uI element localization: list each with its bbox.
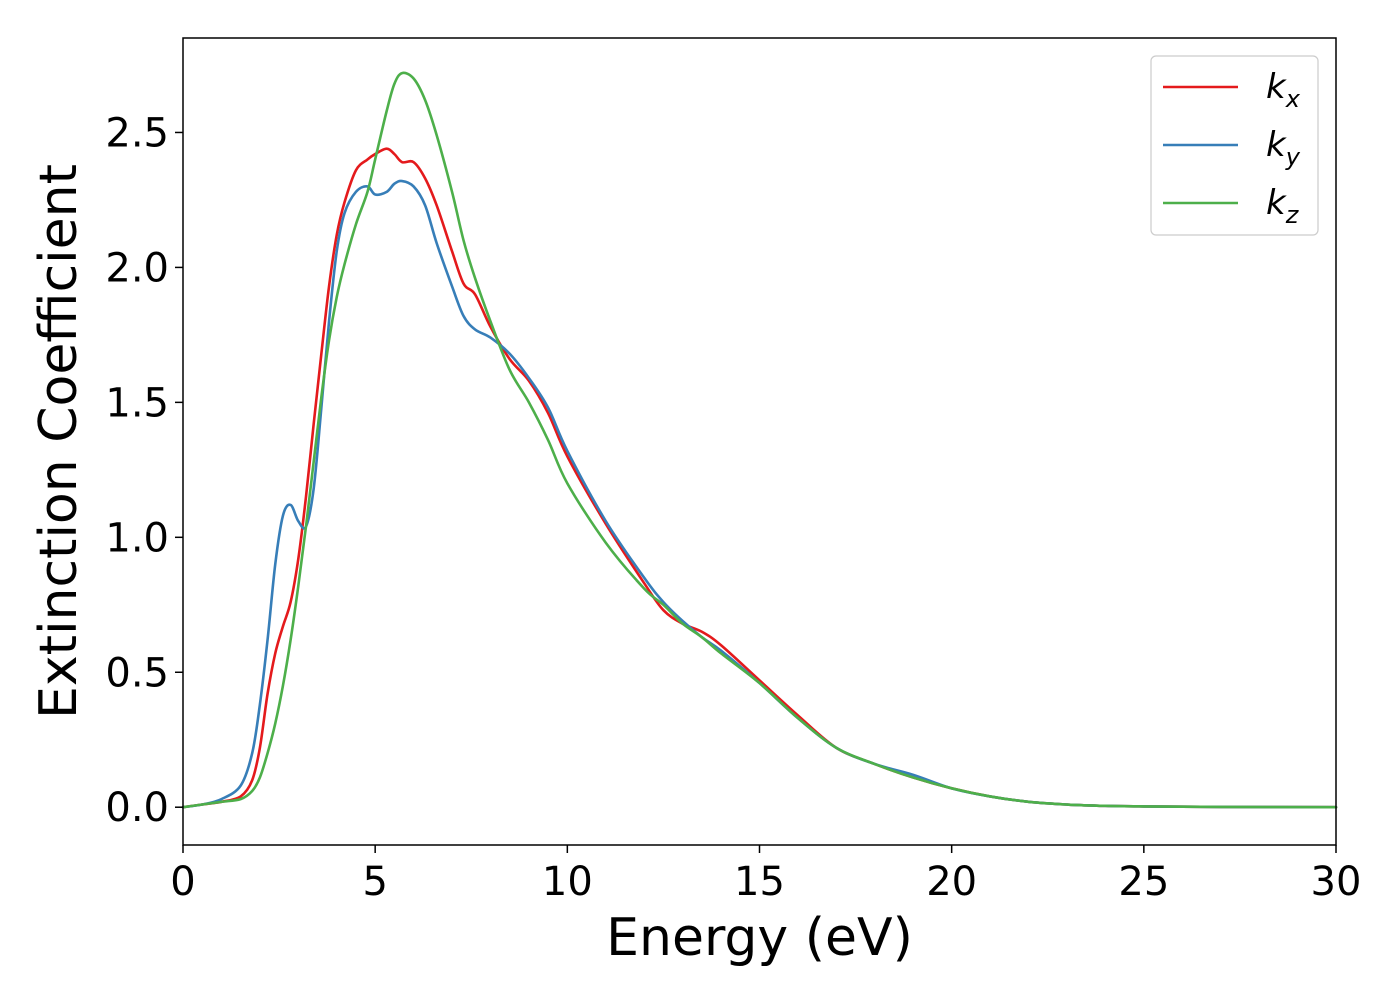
x-tick-label: 0	[170, 859, 195, 905]
legend-label-kx: kx	[1266, 67, 1301, 113]
x-tick-label: 25	[1118, 859, 1169, 905]
legend-label-kz: kz	[1266, 183, 1300, 229]
y-tick-label: 1.0	[105, 515, 169, 561]
y-tick-label: 2.0	[105, 245, 169, 291]
y-axis-title: Extinction Coefficient	[29, 164, 89, 719]
legend-label-ky: ky	[1266, 125, 1301, 171]
y-tick-label: 1.5	[105, 380, 169, 426]
y-axis-ticks: 0.0 0.5 1.0 1.5 2.0 2.5	[105, 110, 183, 831]
x-axis-title: Energy (eV)	[606, 908, 913, 968]
y-tick-label: 0.5	[105, 650, 169, 696]
series-line-kx	[181, 147, 1338, 809]
series-line-kz	[181, 71, 1338, 809]
x-tick-label: 20	[926, 859, 977, 905]
legend-entries: kx ky kz	[1163, 67, 1301, 229]
x-tick-label: 15	[734, 859, 785, 905]
series-layer	[181, 71, 1338, 809]
x-tick-label: 10	[542, 859, 593, 905]
x-tick-label: 30	[1311, 859, 1362, 905]
y-tick-label: 0.0	[105, 785, 169, 831]
x-axis-ticks: 0 5 10 15 20 25 30	[170, 845, 1361, 905]
legend: kx ky kz	[1150, 55, 1319, 236]
y-tick-label: 2.5	[105, 110, 169, 156]
x-tick-label: 5	[362, 859, 387, 905]
series-line-ky	[181, 179, 1338, 809]
